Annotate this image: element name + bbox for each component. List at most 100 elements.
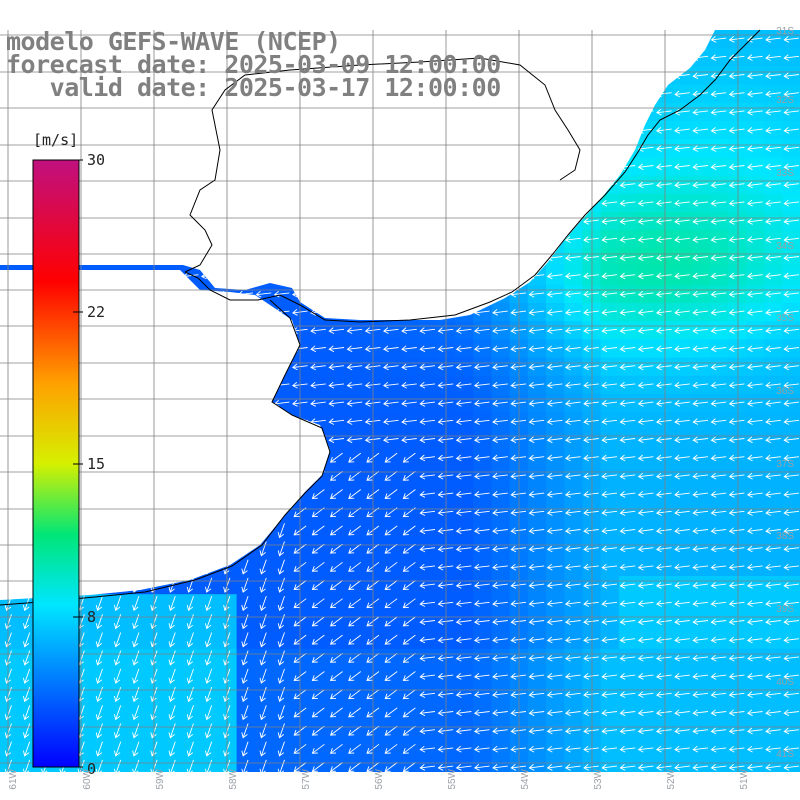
wind-arrow	[765, 436, 781, 444]
wind-arrow	[710, 163, 727, 171]
wind-arrow	[619, 600, 636, 607]
wind-arrow	[674, 145, 690, 152]
lon-label-54w: 54W	[520, 769, 531, 790]
wind-arrow	[329, 616, 343, 627]
wind-arrow	[637, 454, 654, 462]
wind-arrow	[384, 580, 398, 590]
lat-label-34s: 34S	[776, 241, 794, 252]
wind-arrow	[528, 381, 545, 389]
wind-cell	[127, 667, 147, 686]
colorbar-tick-15: 15	[87, 455, 106, 473]
wind-arrow	[546, 381, 563, 389]
wind-arrow	[4, 668, 12, 684]
wind-arrow	[674, 327, 690, 334]
wind-arrow	[765, 709, 781, 717]
wind-arrow	[384, 616, 398, 627]
wind-cell	[400, 576, 420, 595]
wind-arrow	[601, 618, 618, 626]
wind-arrow	[384, 743, 398, 754]
wind-cell	[163, 721, 183, 741]
wind-arrow	[746, 363, 763, 371]
wind-arrow	[655, 400, 672, 407]
wind-arrow	[637, 400, 654, 407]
wind-arrow	[583, 236, 599, 243]
wind-arrow	[765, 618, 781, 626]
wind-cell	[382, 721, 401, 741]
wind-arrow	[619, 472, 636, 480]
wind-arrow	[564, 654, 581, 662]
wind-arrow	[746, 764, 763, 771]
wind-arrow	[783, 472, 800, 480]
wind-cell	[109, 612, 128, 632]
wind-arrow	[492, 600, 508, 607]
wind-cell	[182, 721, 201, 741]
wind-cell	[273, 539, 292, 559]
wind-arrow	[419, 436, 436, 444]
wind-arrow	[382, 436, 399, 444]
wind-arrow	[583, 745, 599, 753]
wind-arrow	[765, 509, 781, 516]
wind-arrow	[655, 163, 672, 171]
wind-arrow	[637, 418, 654, 425]
wind-arrow	[674, 309, 690, 316]
wind-cell	[327, 521, 347, 541]
wind-arrow	[583, 582, 599, 589]
wind-arrow	[765, 545, 781, 553]
wind-arrow	[619, 673, 636, 680]
wind-cell	[182, 739, 201, 759]
wind-arrow	[546, 309, 563, 316]
wind-arrow	[455, 582, 472, 589]
wind-arrow	[241, 723, 249, 739]
wind-arrow	[528, 527, 545, 535]
wind-cell	[309, 721, 329, 741]
wind-arrow	[329, 580, 343, 590]
wind-arrow	[22, 686, 31, 703]
wind-arrow	[655, 618, 672, 626]
wind-arrow	[329, 689, 343, 700]
wind-arrow	[455, 436, 472, 444]
wind-arrow	[783, 163, 800, 171]
wind-arrow	[311, 762, 325, 772]
wind-arrow	[311, 689, 325, 700]
wind-arrow	[601, 745, 618, 753]
wind-arrow	[619, 254, 636, 262]
wind-arrow	[310, 345, 326, 353]
wind-arrow	[655, 636, 672, 644]
wind-cell	[182, 594, 201, 613]
wind-cell	[327, 594, 347, 613]
wind-arrow	[619, 491, 636, 498]
wind-cell	[127, 703, 147, 723]
wind-arrow	[455, 527, 472, 535]
wind-cell	[254, 667, 274, 686]
wind-arrow	[674, 563, 690, 571]
wind-arrow	[310, 400, 326, 407]
wind-arrow	[637, 363, 654, 371]
wind-cell	[236, 667, 256, 686]
wind-arrow	[746, 654, 763, 662]
wind-arrow	[710, 727, 727, 735]
wind-arrow	[692, 400, 709, 407]
wind-cell	[309, 576, 329, 595]
wind-arrow	[728, 454, 745, 462]
wind-arrow	[528, 654, 545, 662]
wind-cell	[218, 612, 238, 632]
wind-arrow	[528, 691, 545, 698]
lat-lon-grid	[0, 30, 800, 772]
wind-arrow	[186, 686, 194, 703]
wind-arrow	[348, 525, 362, 536]
wind-arrow	[728, 582, 745, 589]
wind-arrow	[150, 705, 158, 721]
wind-arrow	[619, 400, 636, 407]
wind-arrow	[710, 145, 727, 152]
coast-interior	[184, 57, 581, 273]
wind-cell	[400, 485, 420, 504]
wind-cell	[382, 685, 401, 704]
wind-arrow	[329, 598, 343, 609]
wind-arrow	[473, 472, 490, 480]
wind-arrow	[783, 127, 800, 134]
wind-arrow	[583, 764, 599, 771]
lat-label-36s: 36S	[776, 386, 794, 397]
wind-arrow	[655, 327, 672, 334]
wind-arrow	[674, 236, 690, 243]
wind-arrow	[528, 491, 545, 498]
